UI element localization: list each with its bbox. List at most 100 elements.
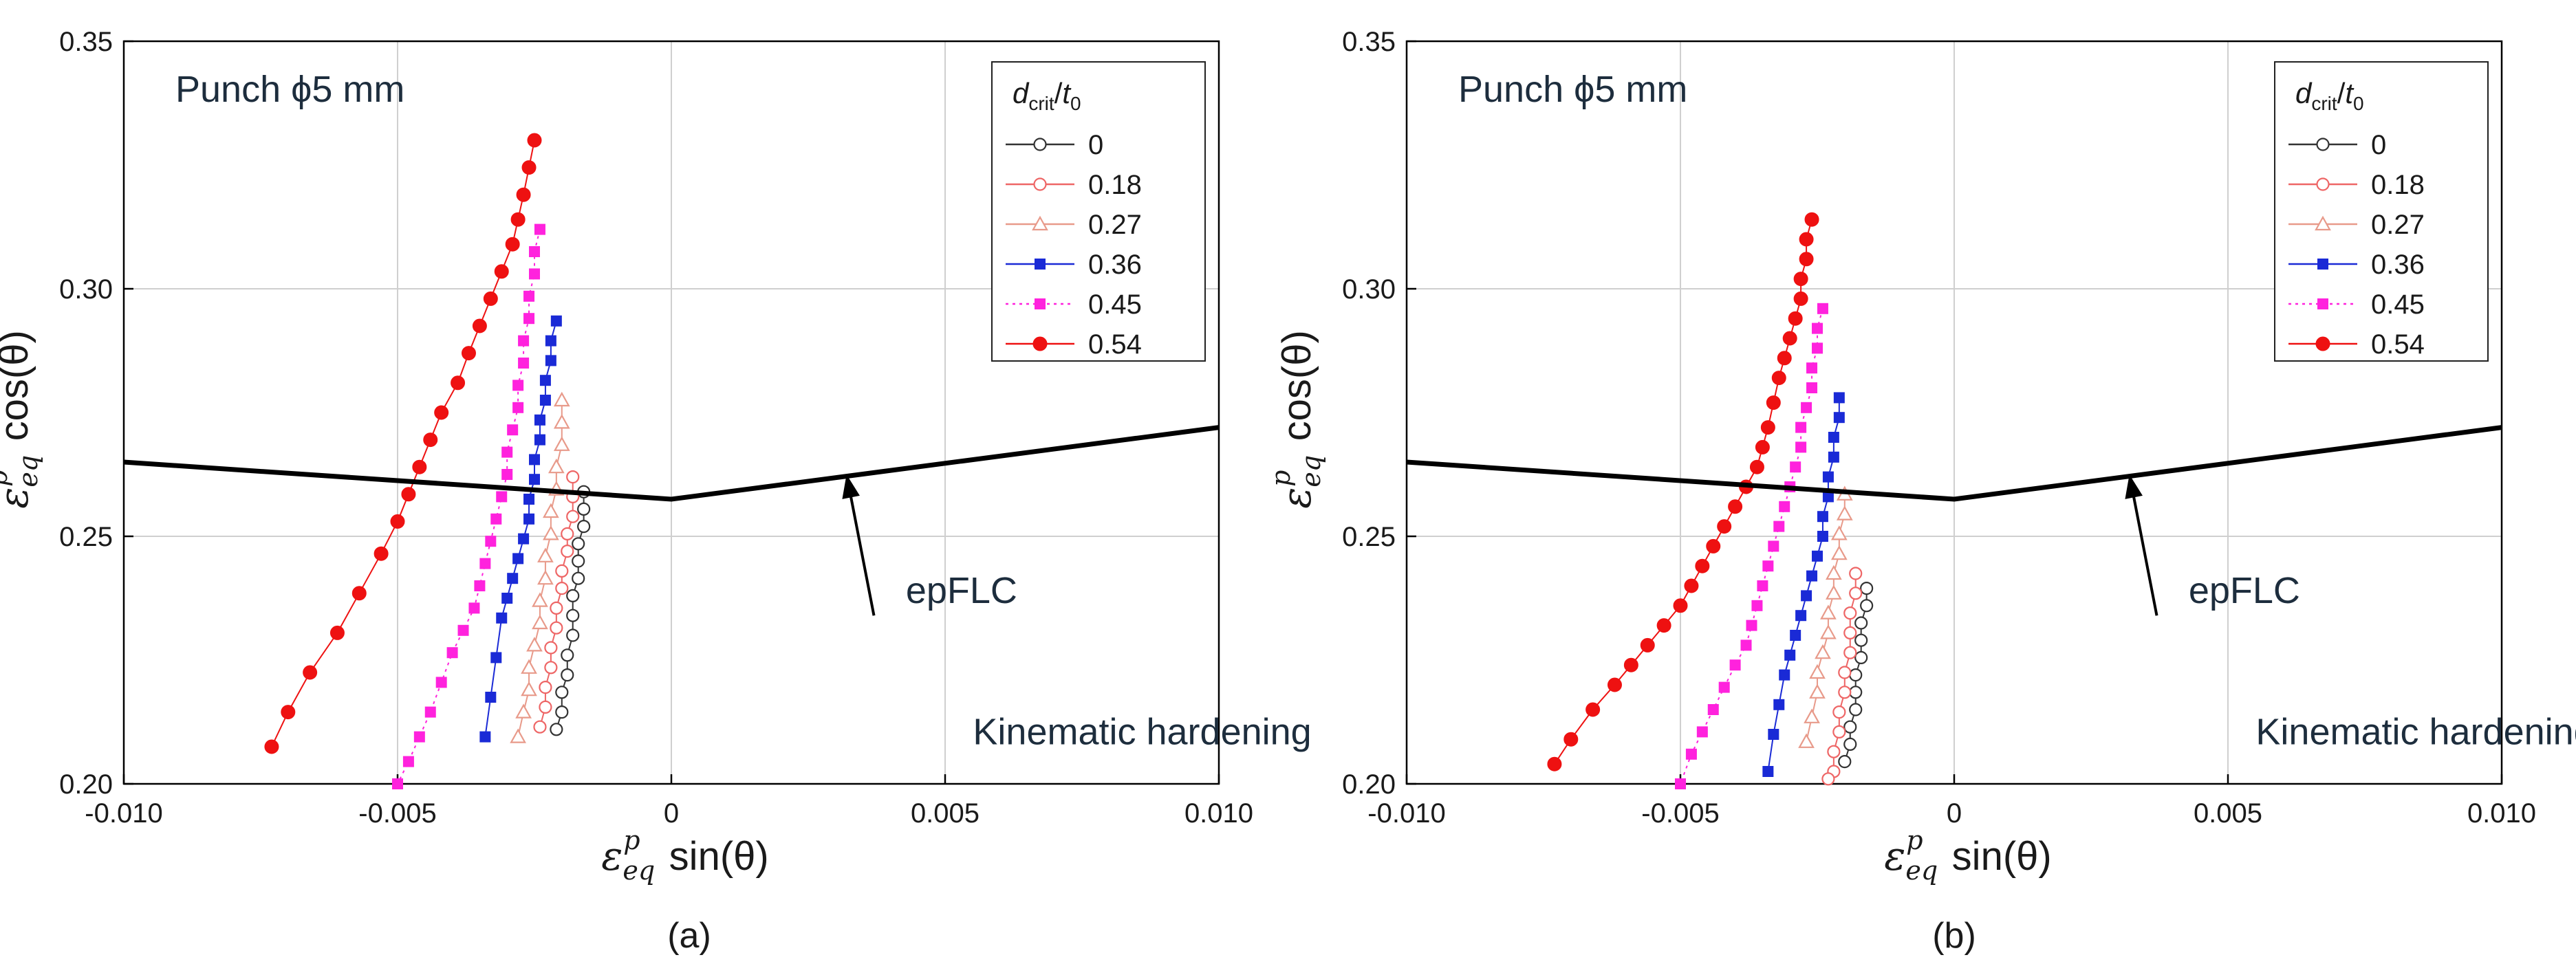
data-point-0.45: [1812, 322, 1823, 334]
data-point-0.36: [479, 731, 491, 743]
data-point-0: [1860, 599, 1874, 613]
data-point-0.27: [1804, 708, 1820, 723]
data-point-0.54: [483, 291, 498, 306]
data-point-0.45: [1795, 441, 1807, 453]
legend-label-0.45: 0.45: [2371, 289, 2425, 320]
flc-arrowhead: [842, 474, 860, 499]
data-point-0.27: [553, 436, 570, 451]
data-point-0: [555, 686, 569, 699]
data-point-0.54: [1728, 499, 1743, 514]
series-line-0.45: [397, 229, 541, 785]
legend-title: dcrit/t0: [2295, 77, 2364, 114]
data-point-0.27: [521, 681, 537, 697]
data-point-0.27: [1820, 604, 1837, 620]
data-point-0.45: [518, 358, 530, 369]
data-point-0.45: [501, 469, 513, 480]
data-point-0.18: [566, 510, 580, 523]
y-axis-label-rest: cos(θ): [0, 330, 36, 452]
legend-title-sub: 0: [2353, 93, 2364, 114]
legend-marker-0.27: [1032, 215, 1048, 231]
data-point-0.45: [512, 402, 524, 413]
data-point-0.45: [1740, 639, 1752, 651]
legend-marker-0.36: [1035, 259, 1046, 270]
data-point-0.54: [1706, 538, 1721, 554]
data-point-0.45: [1801, 402, 1812, 413]
data-point-0.45: [485, 536, 497, 547]
data-point-0.36: [496, 612, 508, 624]
data-point-0.36: [1768, 729, 1779, 740]
data-point-0.18: [1843, 646, 1857, 659]
data-point-0.45: [392, 778, 403, 789]
data-point-0: [577, 519, 591, 534]
data-point-0.45: [501, 446, 513, 458]
data-point-0: [1854, 633, 1868, 647]
data-point-0: [572, 571, 585, 585]
y-axis-label: εeqp cos(θ): [1266, 330, 1326, 509]
flc-line: [1406, 425, 2502, 502]
series-points-0.36: [479, 315, 562, 743]
data-point-0.54: [1793, 291, 1808, 306]
data-point-0.54: [1607, 677, 1622, 692]
legend-title-d: d: [2295, 77, 2313, 109]
data-point-0: [566, 589, 580, 603]
data-point-0.45: [1751, 600, 1763, 611]
panel-title: Punch ϕ5 mm: [1458, 69, 1687, 110]
x-axis-label-sub: eq: [623, 855, 655, 886]
data-point-0.18: [561, 544, 574, 558]
data-point-0.36: [507, 573, 519, 584]
data-point-0.54: [1749, 459, 1764, 474]
data-point-0.36: [1784, 649, 1796, 661]
data-point-0.36: [490, 652, 502, 664]
series-line-0.54: [1554, 219, 1813, 765]
legend-marker-0.45: [1035, 298, 1046, 309]
data-point-0.36: [1762, 766, 1774, 777]
data-point-0.36: [545, 335, 556, 347]
x-tick-label: -0.010: [1367, 798, 1445, 829]
series-points-0: [1838, 581, 1874, 769]
data-point-0.27: [543, 503, 559, 518]
data-point-0: [572, 554, 585, 568]
data-point-0.36: [1806, 570, 1818, 582]
x-tick-label: 0.010: [1184, 798, 1253, 829]
data-point-0.54: [1766, 395, 1781, 410]
data-point-0.36: [529, 474, 540, 485]
legend-title-slash: /: [1054, 77, 1063, 109]
data-point-0: [1838, 754, 1852, 769]
x-tick-label: -0.010: [85, 798, 162, 829]
data-point-0.45: [1762, 560, 1774, 572]
data-point-0.36: [1817, 511, 1828, 523]
data-point-0.45: [1718, 681, 1730, 693]
y-axis-label-sub: eq: [13, 455, 43, 488]
data-point-0.54: [1585, 702, 1601, 717]
data-point-0: [577, 502, 591, 516]
data-point-0.45: [413, 731, 425, 743]
y-axis-label-rest: cos(θ): [1275, 330, 1319, 452]
legend-marker-0.54: [1032, 336, 1048, 351]
x-tick-label: 0.010: [2467, 798, 2536, 829]
data-point-0: [1854, 616, 1868, 630]
data-point-0.27: [553, 391, 570, 407]
data-point-0.36: [539, 375, 551, 386]
data-point-0.45: [529, 268, 540, 280]
x-axis-label-sup: p: [623, 825, 640, 855]
data-point-0.54: [1760, 420, 1775, 435]
data-point-0.54: [412, 459, 427, 474]
x-axis-label-base: ε: [1884, 833, 1905, 879]
legend-label-0.18: 0.18: [2371, 170, 2425, 200]
data-point-0.54: [472, 318, 487, 333]
data-point-0.36: [545, 355, 556, 366]
data-point-0.27: [1826, 565, 1842, 580]
data-point-0.18: [1821, 772, 1835, 786]
data-point-0.54: [1673, 598, 1688, 613]
series-points-0.45: [392, 223, 545, 789]
data-point-0.36: [539, 395, 551, 406]
data-point-0.27: [1820, 624, 1837, 639]
data-point-0.27: [548, 458, 565, 474]
data-point-0.18: [550, 621, 563, 635]
data-point-0: [561, 668, 574, 682]
data-point-0.27: [1826, 584, 1842, 600]
data-point-0.36: [518, 533, 530, 545]
data-point-0.27: [553, 414, 570, 429]
y-tick-label: 0.35: [1342, 27, 1396, 57]
data-point-0.36: [1828, 451, 1839, 463]
